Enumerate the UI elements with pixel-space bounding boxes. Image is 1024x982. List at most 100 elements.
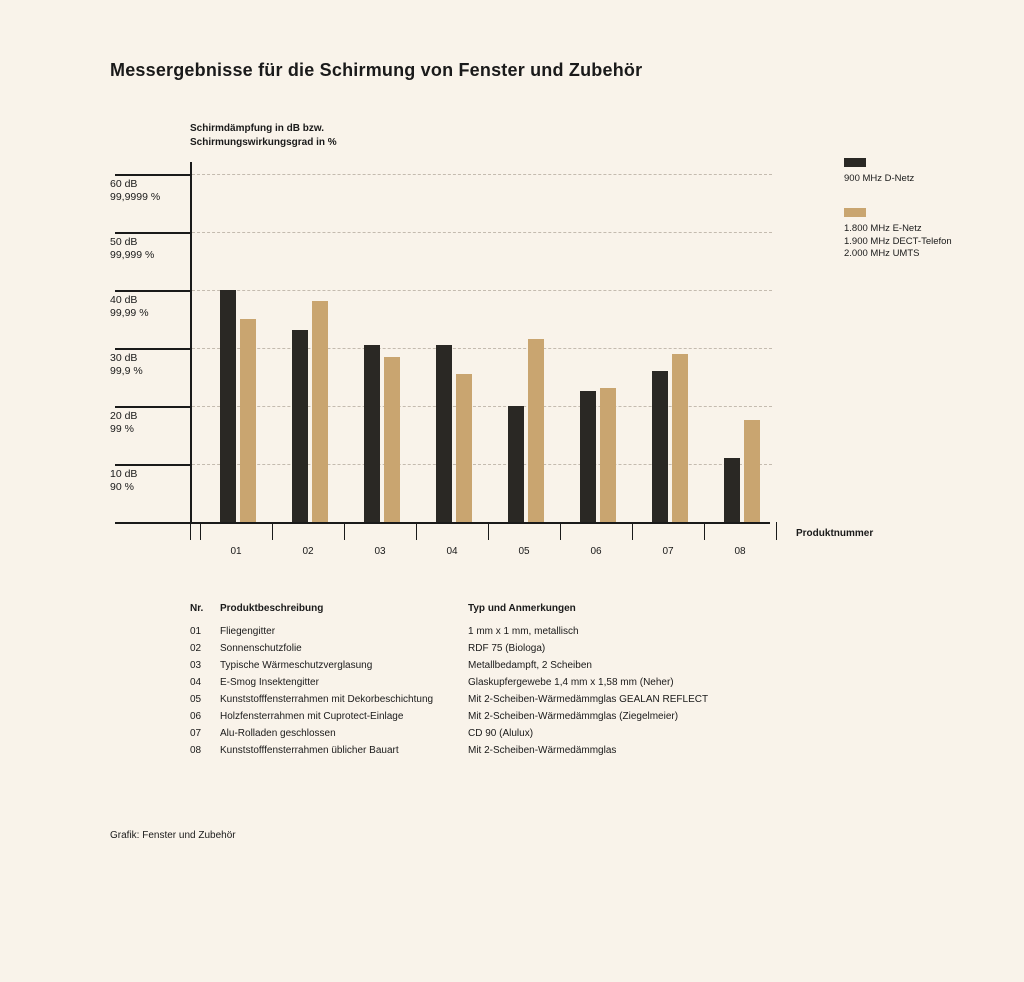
legend-swatch <box>844 158 866 167</box>
gridline <box>192 348 772 349</box>
table-cell-type: RDF 75 (Biologa) <box>468 640 768 657</box>
table-row: 05Kunststofffensterrahmen mit Dekorbesch… <box>190 691 768 708</box>
table-cell-nr: 03 <box>190 657 220 674</box>
table-row: 01Fliegengitter1 mm x 1 mm, metallisch <box>190 623 768 640</box>
bar <box>528 339 544 522</box>
bar <box>508 406 524 522</box>
bar <box>436 345 452 522</box>
x-tick-mark <box>704 522 705 540</box>
table-cell-desc: E-Smog Insektengitter <box>220 674 468 691</box>
product-table: Nr. Produktbeschreibung Typ und Anmerkun… <box>190 600 768 759</box>
table-cell-desc: Fliegengitter <box>220 623 468 640</box>
legend-item: 900 MHz D-Netz <box>844 158 952 186</box>
y-tick-label: 60 dB99,9999 % <box>110 178 180 204</box>
legend-item: 1.800 MHz E-Netz 1.900 MHz DECT-Telefon … <box>844 208 952 261</box>
x-tick-label: 05 <box>509 546 539 557</box>
table-cell-type: Glaskupfergewebe 1,4 mm x 1,58 mm (Neher… <box>468 674 768 691</box>
table-cell-type: Mit 2-Scheiben-Wärmedämmglas GEALAN REFL… <box>468 691 768 708</box>
table-row: 07Alu-Rolladen geschlossenCD 90 (Alulux) <box>190 725 768 742</box>
gridline <box>192 232 772 233</box>
legend-label: 1.800 MHz E-Netz <box>844 223 952 236</box>
table-row: 06Holzfensterrahmen mit Cuprotect-Einlag… <box>190 708 768 725</box>
bar <box>724 458 740 522</box>
y-tick-label: 50 dB99,999 % <box>110 236 180 262</box>
bar <box>580 391 596 522</box>
bar <box>364 345 380 522</box>
x-tick-mark <box>560 522 561 540</box>
x-tick-label: 01 <box>221 546 251 557</box>
x-tick-mark <box>632 522 633 540</box>
legend-swatch <box>844 208 866 217</box>
x-tick-label: 07 <box>653 546 683 557</box>
x-tick-mark <box>190 522 191 540</box>
table-cell-nr: 04 <box>190 674 220 691</box>
legend-label: 1.900 MHz DECT-Telefon <box>844 236 952 249</box>
bar <box>240 319 256 522</box>
bar <box>744 420 760 522</box>
y-tick-mark <box>115 348 190 350</box>
bar <box>652 371 668 522</box>
table-cell-desc: Holzfensterrahmen mit Cuprotect-Einlage <box>220 708 468 725</box>
table-cell-desc: Sonnenschutzfolie <box>220 640 468 657</box>
table-cell-desc: Kunststofffensterrahmen üblicher Bauart <box>220 742 468 759</box>
x-tick-label: 02 <box>293 546 323 557</box>
legend-label: 2.000 MHz UMTS <box>844 248 952 261</box>
gridline <box>192 174 772 175</box>
bar <box>600 388 616 522</box>
x-tick-mark <box>200 522 201 540</box>
table-cell-type: 1 mm x 1 mm, metallisch <box>468 623 768 640</box>
x-axis-title: Produktnummer <box>796 528 873 539</box>
x-tick-mark <box>272 522 273 540</box>
table-cell-desc: Kunststofffensterrahmen mit Dekorbeschic… <box>220 691 468 708</box>
table-cell-type: Mit 2-Scheiben-Wärmedämmglas <box>468 742 768 759</box>
table-cell-nr: 08 <box>190 742 220 759</box>
bar <box>220 290 236 522</box>
y-tick-label: 40 dB99,99 % <box>110 294 180 320</box>
table-cell-nr: 06 <box>190 708 220 725</box>
table-row: 04E-Smog InsektengitterGlaskupfergewebe … <box>190 674 768 691</box>
table-header-row: Nr. Produktbeschreibung Typ und Anmerkun… <box>190 600 768 617</box>
chart-plot-area <box>190 162 770 522</box>
table-cell-type: CD 90 (Alulux) <box>468 725 768 742</box>
legend: 900 MHz D-Netz 1.800 MHz E-Netz 1.900 MH… <box>844 158 952 283</box>
y-tick-label: 30 dB99,9 % <box>110 352 180 378</box>
bar <box>456 374 472 522</box>
table-cell-type: Mit 2-Scheiben-Wärmedämmglas (Ziegelmeie… <box>468 708 768 725</box>
bar <box>292 330 308 522</box>
x-tick-label: 08 <box>725 546 755 557</box>
y-axis-title-line1: Schirmdämpfung in dB bzw. <box>190 123 324 134</box>
bar <box>384 357 400 522</box>
y-tick-mark <box>115 464 190 466</box>
x-axis-baseline <box>115 522 770 524</box>
table-cell-desc: Typische Wärmeschutzverglasung <box>220 657 468 674</box>
y-tick-mark <box>115 406 190 408</box>
legend-label: 900 MHz D-Netz <box>844 173 952 186</box>
table-cell-nr: 07 <box>190 725 220 742</box>
table-row: 03Typische WärmeschutzverglasungMetallbe… <box>190 657 768 674</box>
bar <box>312 301 328 522</box>
table-body: 01Fliegengitter1 mm x 1 mm, metallisch02… <box>190 623 768 759</box>
y-tick-label: 20 dB99 % <box>110 410 180 436</box>
x-tick-mark <box>488 522 489 540</box>
y-tick-mark <box>115 290 190 292</box>
x-tick-label: 06 <box>581 546 611 557</box>
x-tick-label: 04 <box>437 546 467 557</box>
table-header-nr: Nr. <box>190 600 220 617</box>
table-row: 08Kunststofffensterrahmen üblicher Bauar… <box>190 742 768 759</box>
y-tick-label: 10 dB90 % <box>110 468 180 494</box>
chart-footer-caption: Grafik: Fenster und Zubehör <box>110 830 236 841</box>
table-cell-nr: 02 <box>190 640 220 657</box>
x-tick-mark <box>776 522 777 540</box>
table-cell-nr: 05 <box>190 691 220 708</box>
y-axis-title: Schirmdämpfung in dB bzw. Schirmungswirk… <box>190 122 337 149</box>
y-tick-mark <box>115 232 190 234</box>
table-cell-type: Metallbedampft, 2 Scheiben <box>468 657 768 674</box>
table-header-type: Typ und Anmerkungen <box>468 600 768 617</box>
y-tick-mark <box>115 174 190 176</box>
bar <box>672 354 688 522</box>
x-tick-label: 03 <box>365 546 395 557</box>
x-tick-mark <box>344 522 345 540</box>
table-row: 02SonnenschutzfolieRDF 75 (Biologa) <box>190 640 768 657</box>
table-cell-desc: Alu-Rolladen geschlossen <box>220 725 468 742</box>
y-axis-title-line2: Schirmungswirkungsgrad in % <box>190 137 337 148</box>
